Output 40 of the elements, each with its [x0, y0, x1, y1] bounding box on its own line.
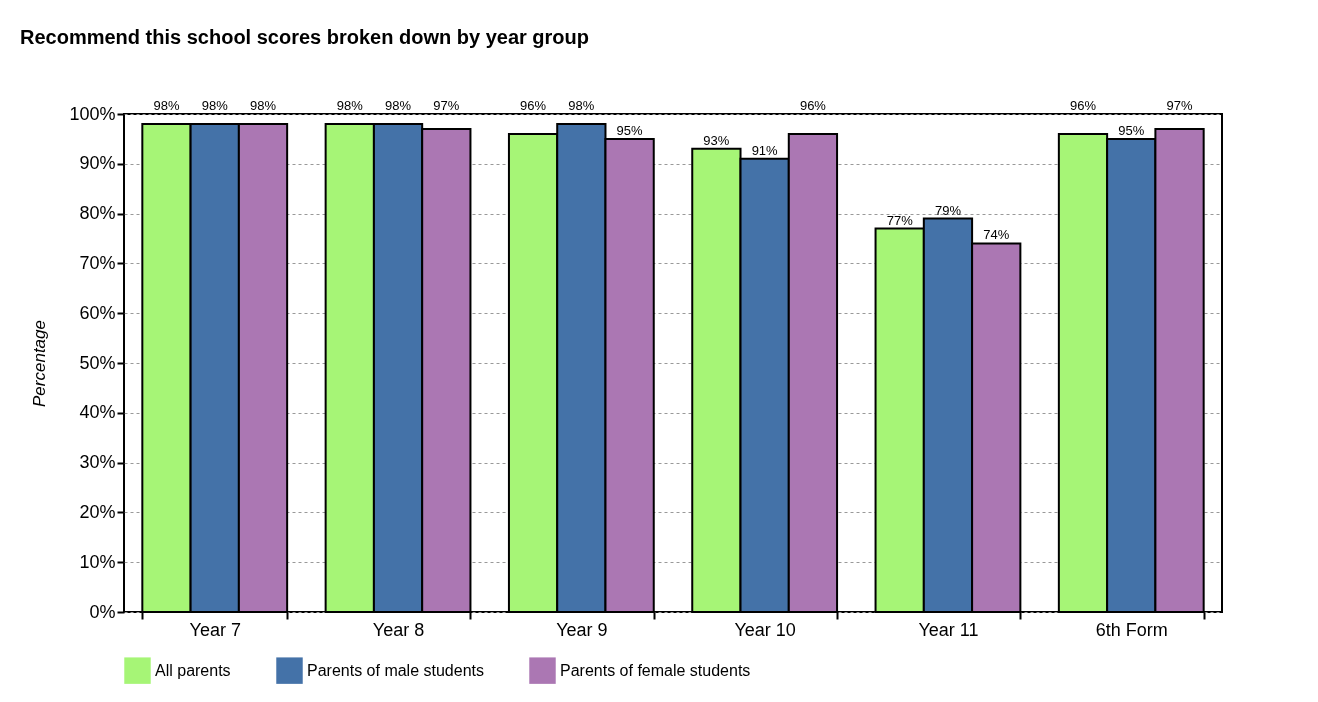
chart-title: Recommend this school scores broken down by year group: [20, 26, 590, 49]
y-tick-label: 50%: [79, 352, 116, 373]
data-label: 95%: [1118, 122, 1145, 138]
data-label: 97%: [433, 98, 460, 113]
data-label: 98%: [336, 98, 364, 113]
y-tick-label: 0%: [89, 601, 116, 622]
legend-label: All parents: [155, 661, 231, 679]
y-tick-label: 30%: [79, 452, 116, 473]
y-tick-label: 60%: [79, 302, 116, 323]
data-label: 98%: [385, 98, 412, 113]
legend-label: Parents of female students: [560, 661, 751, 679]
y-tick-label: 90%: [79, 153, 116, 174]
y-tick-label: 40%: [79, 402, 116, 423]
x-tick-label: Year 11: [918, 619, 979, 640]
data-label: 98%: [568, 98, 595, 113]
data-label: 98%: [153, 98, 180, 113]
data-label: 96%: [799, 98, 827, 113]
y-tick-label: 20%: [79, 501, 116, 522]
data-label: 97%: [1166, 98, 1193, 113]
data-label: 98%: [201, 98, 229, 113]
data-label: 98%: [249, 98, 277, 113]
x-tick-label: Year 10: [734, 619, 796, 640]
data-label: 96%: [1069, 98, 1097, 113]
y-axis-title: Percentage: [30, 320, 50, 407]
y-tick-label: 10%: [79, 551, 116, 572]
data-label: 77%: [886, 212, 914, 228]
x-tick-label: Year 8: [372, 619, 425, 640]
x-tick-label: Year 9: [556, 619, 608, 640]
legend-label: Parents of male students: [307, 661, 484, 679]
data-label: 96%: [520, 98, 547, 113]
data-label: 79%: [934, 202, 962, 218]
y-tick-label: 100%: [69, 103, 116, 124]
x-tick-label: Year 7: [189, 619, 241, 640]
data-label: 91%: [751, 142, 779, 158]
y-tick-label: 70%: [79, 252, 116, 273]
data-label: 95%: [616, 122, 644, 138]
data-label: 74%: [983, 227, 1010, 243]
x-tick-label: 6th Form: [1095, 619, 1168, 640]
y-tick-label: 80%: [79, 203, 116, 224]
data-label: 93%: [703, 132, 730, 148]
